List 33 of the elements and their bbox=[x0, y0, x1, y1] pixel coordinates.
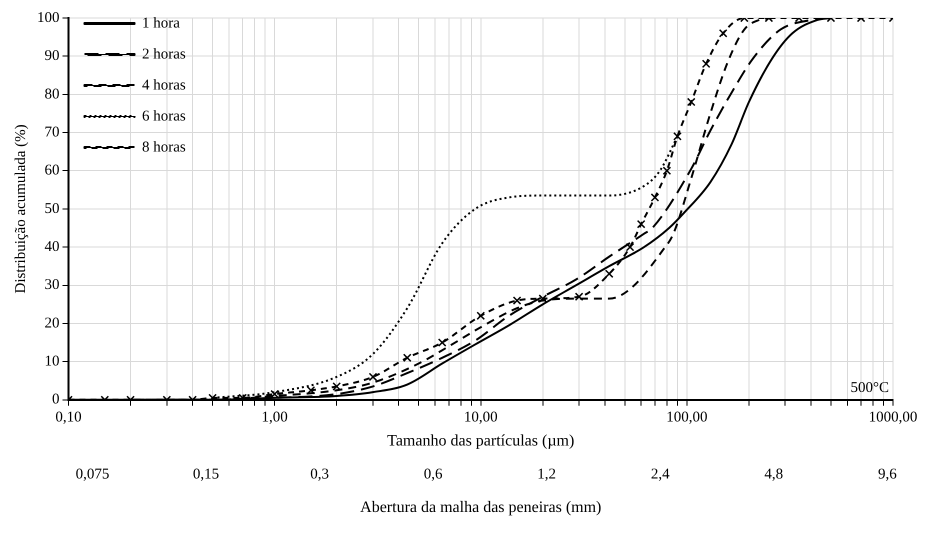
y-tick-label: 100 bbox=[37, 10, 60, 26]
x-tick-label: 1000,00 bbox=[868, 410, 918, 426]
y-tick-label: 20 bbox=[44, 315, 60, 332]
text: 4,8 bbox=[764, 466, 784, 483]
x-axis-title: Tamanho das partículas (µm) bbox=[387, 432, 574, 450]
legend-label: 8 horas bbox=[142, 139, 186, 156]
legend-label: 1 hora bbox=[142, 15, 180, 32]
x-tick-label: 1,00 bbox=[262, 410, 288, 426]
text: 2,4 bbox=[650, 466, 670, 483]
y-tick-label: 80 bbox=[44, 86, 60, 102]
y-tick-label: 40 bbox=[44, 239, 60, 256]
y-tick-label: 90 bbox=[44, 48, 60, 64]
text: 0,075 bbox=[76, 466, 110, 483]
x-tick-label: 10,00 bbox=[464, 410, 498, 426]
x2-axis-title: Abertura da malha das peneiras (mm) bbox=[360, 499, 602, 516]
legend-label: 2 horas bbox=[142, 46, 186, 62]
text: 1,2 bbox=[537, 466, 556, 483]
text: 0,3 bbox=[310, 466, 329, 483]
y-tick-label: 30 bbox=[44, 277, 60, 294]
x-tick-label: 0,10 bbox=[55, 410, 82, 426]
legend-label: 6 horas bbox=[142, 108, 186, 124]
text: 9,6 bbox=[878, 466, 898, 483]
x-tick-label: 100,00 bbox=[666, 410, 708, 426]
y-tick-label: 50 bbox=[44, 200, 60, 217]
text: 0,15 bbox=[192, 466, 220, 483]
y-axis-title: Distribuição acumulada (%) bbox=[12, 124, 29, 294]
annotation: 500°C bbox=[850, 380, 889, 396]
y-tick-label: 70 bbox=[44, 124, 60, 140]
legend-label: 4 horas bbox=[142, 77, 186, 94]
y-tick-label: 0 bbox=[52, 392, 60, 408]
y-tick-label: 60 bbox=[44, 162, 60, 179]
text: 0,6 bbox=[424, 466, 444, 483]
y-tick-label: 10 bbox=[44, 354, 60, 370]
